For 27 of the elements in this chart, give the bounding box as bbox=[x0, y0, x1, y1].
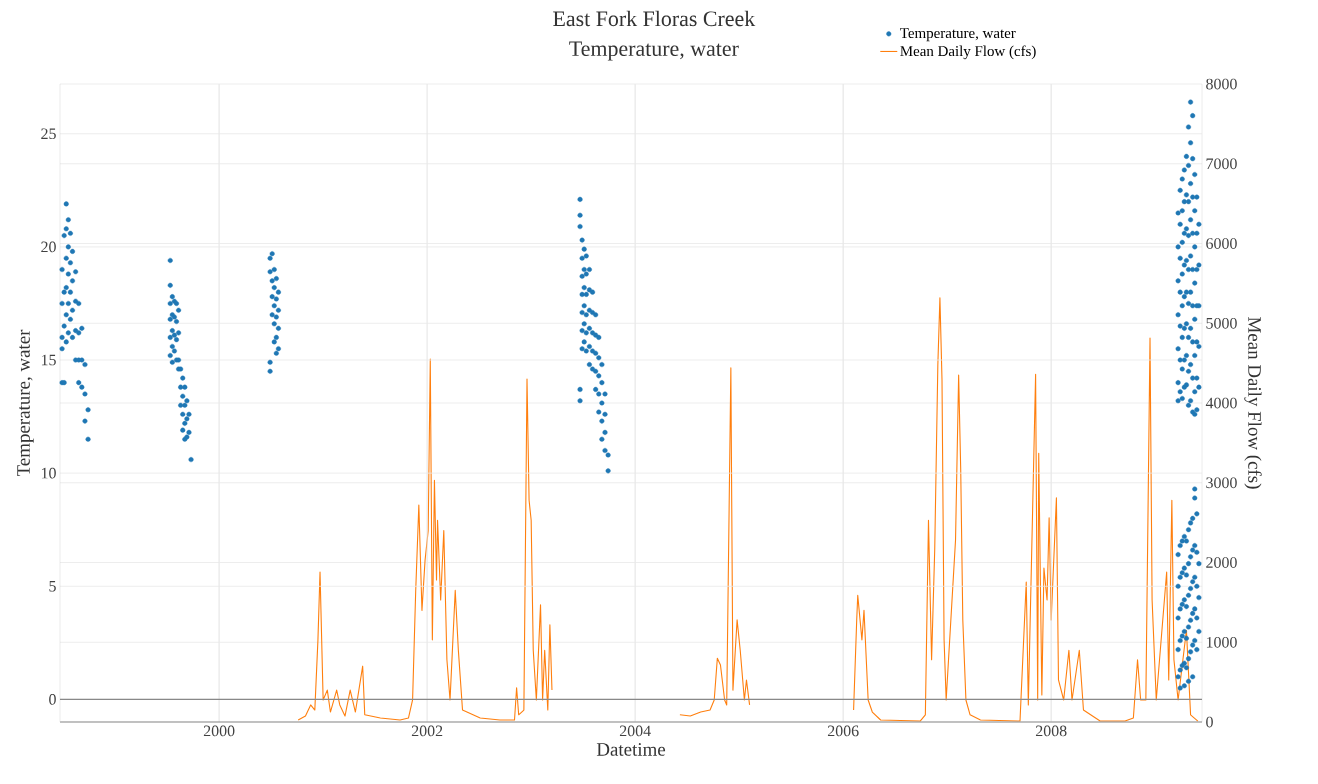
y2-tick-label: 2000 bbox=[1206, 557, 1237, 568]
x-tick-label: 2008 bbox=[1035, 725, 1067, 737]
y-tick-label: 10 bbox=[41, 467, 56, 479]
y-tick-label: 5 bbox=[49, 580, 56, 592]
legend-label: Mean Daily Flow (cfs) bbox=[900, 45, 1036, 60]
y-tick-label: 15 bbox=[41, 354, 56, 366]
legend-label: Temperature, water bbox=[900, 28, 1016, 42]
y2-tick-label: 5000 bbox=[1206, 317, 1237, 329]
chart-subtitle: Temperature, water bbox=[569, 41, 739, 61]
y-tick-label: 20 bbox=[41, 241, 56, 253]
x-tick-label: 2000 bbox=[203, 725, 235, 737]
y2-tick-label: 3000 bbox=[1206, 477, 1237, 489]
x-axis-title: Datetime bbox=[596, 743, 666, 756]
y2-tick-label: 6000 bbox=[1206, 238, 1237, 249]
y2-tick-label: 1000 bbox=[1206, 636, 1237, 648]
y2-tick-label: 8000 bbox=[1206, 78, 1237, 90]
y2-tick-label: 4000 bbox=[1205, 397, 1237, 409]
y-tick-label: 0 bbox=[49, 694, 56, 705]
y-axis-title: Temperature, water bbox=[17, 329, 34, 477]
chart-title: East Fork Floras Creek bbox=[553, 10, 756, 27]
y2-tick-label: 0 bbox=[1206, 716, 1213, 728]
x-tick-label: 2002 bbox=[411, 725, 443, 737]
x-tick-label: 2004 bbox=[619, 725, 651, 737]
y-tick-label: 25 bbox=[41, 128, 56, 140]
y2-tick-label: 7000 bbox=[1206, 158, 1237, 170]
y2-axis-title: Mean Daily Flow (cfs) bbox=[1244, 317, 1262, 489]
x-tick-label: 2006 bbox=[827, 725, 859, 737]
